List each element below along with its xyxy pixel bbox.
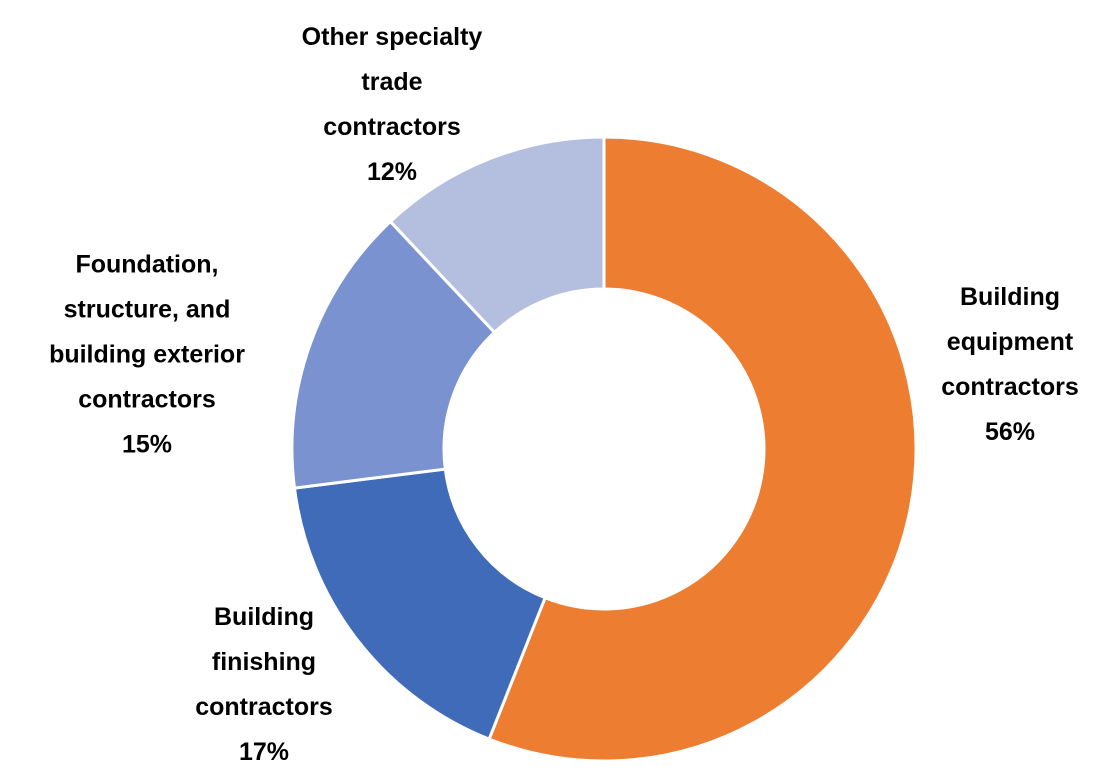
category-label: Building finishing contractors (195, 603, 333, 721)
value-label: 15% (121, 430, 173, 459)
category-label: Foundation, structure, and building exte… (49, 250, 245, 414)
donut-segment (388, 135, 606, 335)
category-label: Building equipment contractors (941, 283, 1079, 401)
data-label: Building finishing contractors 17% (195, 595, 333, 770)
donut-segment (290, 219, 497, 490)
data-label: Other specialty trade contractors 12% (302, 15, 483, 195)
donut-segment (487, 135, 918, 763)
value-label: 12% (366, 158, 418, 186)
data-label: Foundation, structure, and building exte… (49, 243, 245, 468)
data-label: Building equipment contractors 56% (941, 275, 1079, 455)
donut-segment (292, 467, 548, 742)
category-label: Other specialty trade contractors (301, 23, 483, 141)
value-label: 56% (984, 418, 1036, 446)
value-label: 17% (238, 738, 290, 766)
